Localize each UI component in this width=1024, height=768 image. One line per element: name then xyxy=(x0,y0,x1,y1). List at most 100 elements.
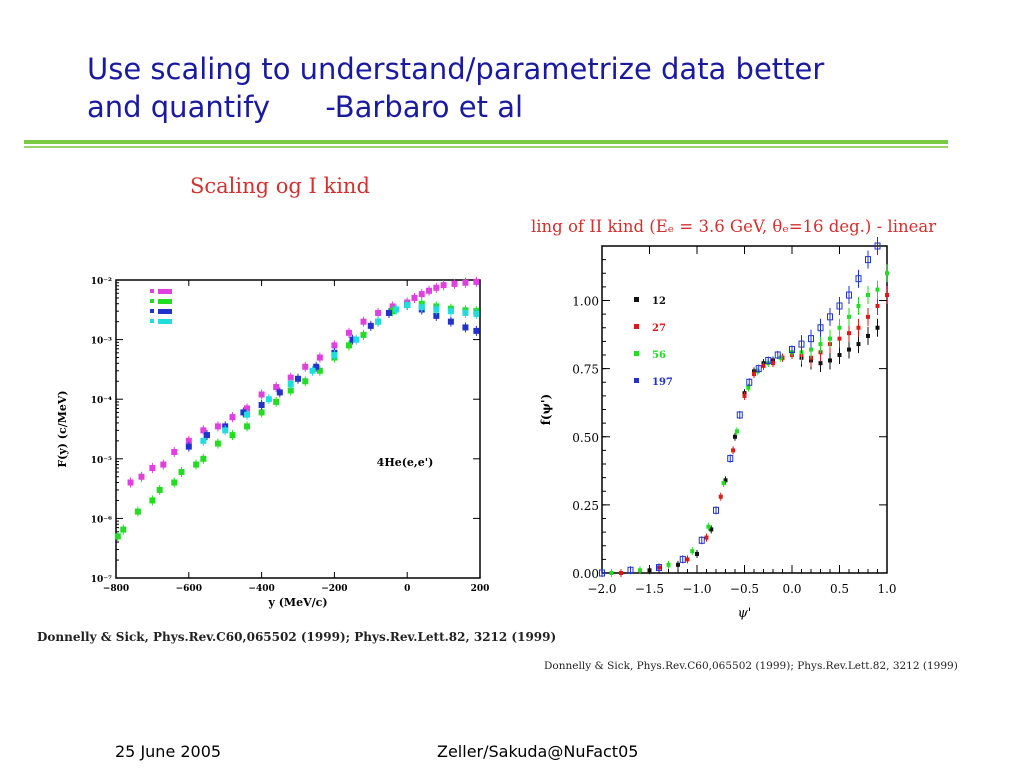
right-y-tick-label: 1.00 xyxy=(572,295,599,309)
right-data-point xyxy=(721,481,726,486)
right-data-point xyxy=(609,571,614,575)
left-data-point xyxy=(149,497,156,504)
right-data-point xyxy=(866,314,870,319)
left-data-point xyxy=(200,437,207,444)
right-legend-marker xyxy=(634,324,639,329)
left-x-axis-label: y (MeV/c) xyxy=(267,596,327,609)
right-data-point xyxy=(865,256,871,264)
right-legend-marker xyxy=(634,297,639,302)
left-annotation: 4He(e,e') xyxy=(377,456,434,469)
left-data-point xyxy=(360,318,367,325)
left-data-point xyxy=(244,423,251,430)
right-legend-label: 12 xyxy=(652,296,666,307)
right-data-point xyxy=(875,325,880,330)
right-data-point xyxy=(736,411,743,419)
left-data-point xyxy=(244,405,251,412)
right-data-point xyxy=(698,536,705,544)
left-x-tick-label: −600 xyxy=(176,584,202,594)
right-y-tick-label: 0.50 xyxy=(572,431,599,445)
right-data-point xyxy=(808,335,814,343)
left-data-point xyxy=(473,327,480,334)
left-series-2 xyxy=(185,300,480,452)
left-data-point xyxy=(433,284,440,291)
footer-author: Zeller/Sakuda@NuFact05 xyxy=(437,742,639,761)
left-data-point xyxy=(418,291,425,298)
left-y-tick-label: 10⁻⁴ xyxy=(91,396,112,406)
right-y-tick-label: 0.00 xyxy=(572,567,599,581)
left-y-tick-label: 10⁻⁷ xyxy=(91,575,112,585)
footer-date: 25 June 2005 xyxy=(115,742,222,761)
slide-title: Use scaling to understand/parametrize da… xyxy=(87,50,987,126)
left-legend-swatch xyxy=(158,309,172,314)
left-y-tick-label: 10⁻⁵ xyxy=(91,456,112,466)
left-data-point xyxy=(160,461,167,468)
right-data-point xyxy=(723,478,728,483)
right-data-point xyxy=(856,342,861,347)
right-data-point xyxy=(828,358,832,363)
left-data-point xyxy=(185,443,192,450)
right-data-point xyxy=(731,448,736,453)
right-data-point xyxy=(809,347,813,352)
right-data-point xyxy=(885,271,889,276)
left-y-tick-label: 10⁻² xyxy=(91,277,112,287)
left-data-point xyxy=(171,449,178,456)
right-plot-frame xyxy=(601,245,888,574)
left-data-point xyxy=(345,329,352,336)
right-data-point xyxy=(704,535,709,540)
left-data-point xyxy=(389,308,396,315)
right-data-point xyxy=(837,353,842,357)
right-x-tick-label: 0.0 xyxy=(782,582,801,596)
right-data-point xyxy=(638,568,642,573)
left-data-point xyxy=(185,437,192,444)
right-data-point xyxy=(713,506,719,514)
left-data-point xyxy=(214,440,221,447)
right-data-point xyxy=(706,524,711,529)
right-data-point xyxy=(866,293,870,298)
left-data-point xyxy=(375,318,382,325)
left-data-point xyxy=(171,479,178,486)
left-chart-reference: Donnelly & Sick, Phys.Rev.C60,065502 (19… xyxy=(37,630,557,644)
right-data-point xyxy=(789,346,795,354)
left-data-point xyxy=(353,336,360,343)
left-data-point xyxy=(127,479,134,486)
left-data-point xyxy=(393,306,400,313)
right-data-point xyxy=(885,293,889,298)
left-data-point xyxy=(451,280,458,287)
left-y-axis-label: F(y) (c/MeV) xyxy=(56,390,69,467)
left-data-point xyxy=(200,427,207,434)
right-data-point xyxy=(828,336,832,341)
right-x-tick-label: 1.0 xyxy=(877,582,896,596)
left-data-point xyxy=(193,461,200,468)
right-data-point xyxy=(718,494,723,499)
left-data-point xyxy=(331,342,338,349)
left-data-point xyxy=(418,304,425,311)
right-data-point xyxy=(817,324,824,332)
left-data-point xyxy=(316,354,323,361)
left-y-tick-label: 10⁻⁶ xyxy=(91,515,112,525)
right-data-point xyxy=(746,385,751,390)
right-data-point xyxy=(847,331,851,336)
left-data-point xyxy=(309,367,316,374)
left-data-point xyxy=(276,389,283,396)
left-data-point xyxy=(200,455,207,462)
left-data-point xyxy=(404,302,411,309)
left-data-point xyxy=(265,396,272,403)
slide-title-line-1: Use scaling to understand/parametrize da… xyxy=(87,52,825,86)
right-data-point xyxy=(627,566,634,574)
right-data-point xyxy=(676,562,680,567)
right-legend-marker xyxy=(634,378,639,383)
right-data-point xyxy=(619,571,623,575)
left-data-point xyxy=(222,427,229,434)
right-data-point xyxy=(847,314,851,319)
left-legend-marker xyxy=(150,289,154,293)
right-legend-label: 27 xyxy=(652,323,666,334)
left-data-point xyxy=(178,469,185,476)
left-data-point xyxy=(229,414,236,421)
left-data-point xyxy=(138,473,145,480)
left-data-point xyxy=(287,387,294,394)
left-x-tick-label: 200 xyxy=(471,584,490,594)
left-data-point xyxy=(258,401,265,408)
left-data-point xyxy=(287,380,294,387)
right-data-point xyxy=(761,363,766,368)
right-data-point xyxy=(846,291,852,299)
